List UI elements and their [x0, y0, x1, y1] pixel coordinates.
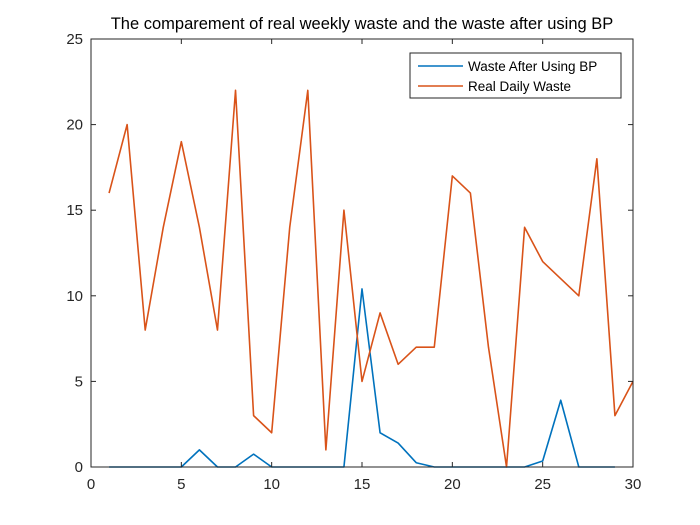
y-tick-label: 15 [66, 202, 83, 219]
y-tick-label: 0 [75, 459, 83, 476]
y-tick-label: 25 [66, 31, 83, 48]
legend: Waste After Using BP Real Daily Waste [409, 52, 622, 99]
x-tick-label: 0 [87, 476, 95, 493]
y-tick-label: 20 [66, 117, 83, 134]
axes-layer: 0 5 10 15 20 25 30 0 5 10 15 20 25 [66, 31, 641, 493]
x-tick-label: 15 [354, 476, 371, 493]
x-tick-label: 30 [625, 476, 642, 493]
x-tick-label: 20 [444, 476, 461, 493]
legend-box [409, 52, 622, 99]
series-line-0 [109, 288, 615, 468]
y-tick-label: 5 [75, 373, 83, 390]
y-tick-label: 10 [66, 288, 83, 305]
plot-area [91, 39, 633, 467]
series-line-1 [108, 89, 634, 468]
x-tick-label: 25 [534, 476, 551, 493]
x-tick-label: 5 [177, 476, 185, 493]
x-tick-label: 10 [263, 476, 280, 493]
legend-label-0: Waste After Using BP [468, 59, 597, 74]
series-layer [108, 89, 634, 468]
legend-label-1: Real Daily Waste [468, 79, 571, 94]
chart-title: The comparement of real weekly waste and… [111, 15, 614, 33]
